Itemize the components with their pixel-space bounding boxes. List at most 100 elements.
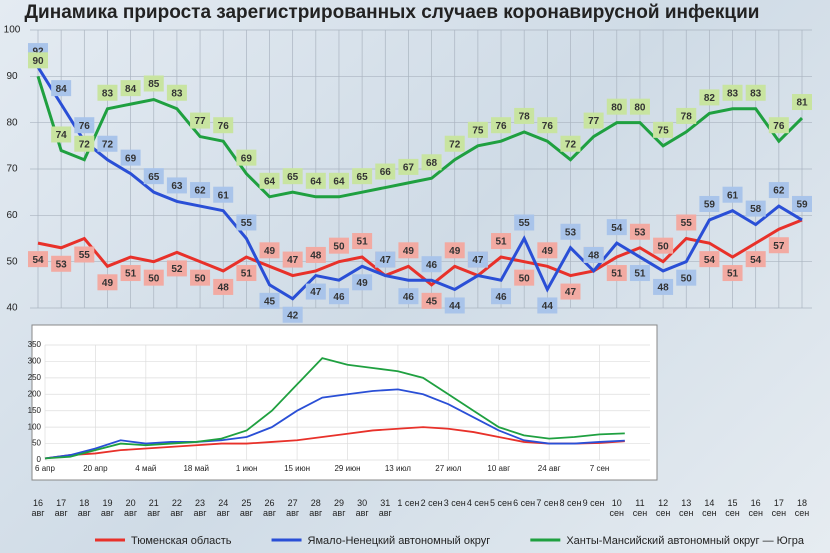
x-tick-label: 15 сен [725,498,740,518]
inset-x-tick-label: 13 июл [385,464,411,473]
inset-x-tick-label: 27 июл [435,464,461,473]
data-label-box [398,288,419,305]
data-label: 52 [171,264,183,275]
inset-y-tick-label: 250 [28,373,42,382]
x-tick-label: 5 сен [490,498,512,508]
data-label: 47 [287,255,299,266]
data-label: 46 [333,292,345,303]
data-label-box [190,269,211,286]
data-label-box [352,274,373,291]
data-label-box [213,117,234,134]
data-label: 61 [218,190,230,201]
data-label: 72 [102,139,114,150]
data-label: 64 [310,176,322,187]
inset-series-line [44,388,625,460]
data-label-box [606,98,627,115]
inset-series-line [44,357,625,460]
y-tick-label: 60 [6,210,18,221]
inset-x-tick-label: 18 май [183,464,209,473]
data-label-box [398,158,419,175]
data-label: 57 [773,241,785,252]
data-label-box [236,265,257,282]
data-label-box [328,237,349,254]
data-label: 62 [773,186,785,197]
data-label-box [537,242,558,259]
data-label-box [629,265,650,282]
data-label-box [166,84,187,101]
data-label-box [282,251,303,268]
data-label-box [676,269,697,286]
data-label-box [328,172,349,189]
data-label: 47 [472,255,484,266]
data-label: 69 [125,153,137,164]
legend-label: Тюменская область [131,535,232,547]
data-label-box [190,182,211,199]
data-label-box [352,168,373,185]
data-label: 76 [218,121,230,132]
data-label-box [653,278,674,295]
data-label-box [28,251,48,268]
data-label: 45 [264,296,276,307]
x-tick-label: 18 авг [77,498,91,518]
data-label: 64 [264,176,276,187]
data-label-box [792,94,812,111]
data-label-box [467,121,488,138]
data-label: 84 [56,84,68,95]
data-label-box [51,80,72,97]
legend-label: Ямало-Ненецкий автономный округ [308,535,491,547]
x-tick-label: 16 авг [31,498,45,518]
data-label: 75 [472,125,484,136]
data-label-box [444,297,465,314]
data-label: 49 [449,246,461,257]
x-tick-label: 26 авг [262,498,277,518]
data-label: 46 [495,292,507,303]
data-label-box [699,195,720,212]
data-label-box [699,251,720,268]
y-tick-label: 50 [6,256,18,267]
data-label: 49 [357,278,369,289]
data-label: 48 [218,283,230,294]
data-label-box [143,269,164,286]
data-label-box [444,135,465,152]
data-label: 44 [542,301,554,312]
data-label-box [28,52,48,69]
data-label: 77 [194,116,206,127]
data-label-box [560,135,581,152]
data-label-box [143,168,164,185]
data-label-box [722,186,743,203]
data-label-box [421,256,442,273]
data-label: 51 [634,269,646,280]
inset-y-tick-label: 200 [28,389,42,398]
data-label: 78 [681,112,693,123]
data-label-box [282,306,303,323]
data-label: 50 [681,273,693,284]
data-label-box [375,251,396,268]
data-label: 72 [565,139,577,150]
data-label: 83 [102,88,114,99]
data-label: 49 [542,246,554,257]
data-label: 49 [102,278,114,289]
x-tick-label: 30 авг [355,498,369,518]
y-tick-label: 40 [6,303,18,314]
data-label-box [97,135,118,152]
inset-x-tick-label: 15 июн [284,464,310,473]
data-label-box [491,117,512,134]
data-label: 82 [704,93,716,104]
data-label-box [352,233,373,250]
data-label-box [768,117,789,134]
data-label: 76 [773,121,785,132]
data-label-box [514,269,535,286]
data-label: 66 [380,167,392,178]
data-label: 47 [380,255,392,266]
data-label: 92 [32,47,44,58]
data-label: 50 [194,273,206,284]
x-tick-label: 3 сен [443,498,466,508]
data-label-box [120,149,141,166]
inset-y-tick-label: 0 [37,455,42,464]
inset-x-tick-label: 24 авг [538,464,561,473]
data-label: 53 [634,227,646,238]
data-label-box [606,219,627,236]
data-label: 83 [750,88,762,99]
data-label-box [259,292,280,309]
series-line [36,66,803,301]
